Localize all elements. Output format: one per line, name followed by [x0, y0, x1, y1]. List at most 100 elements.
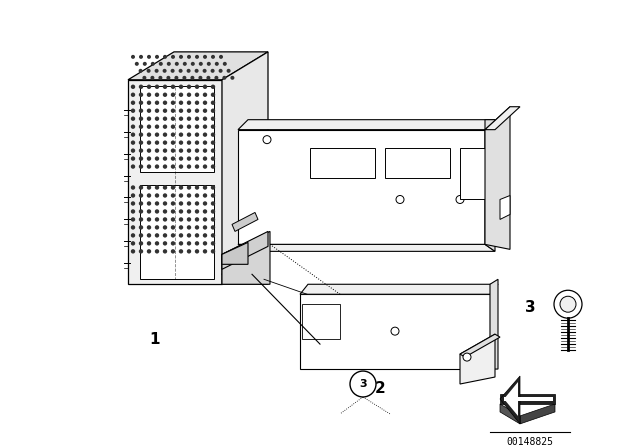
Circle shape — [131, 116, 135, 121]
Circle shape — [211, 201, 215, 206]
Circle shape — [171, 93, 175, 97]
Circle shape — [391, 327, 399, 335]
Circle shape — [131, 209, 135, 214]
Circle shape — [171, 185, 175, 190]
Circle shape — [147, 225, 151, 230]
Circle shape — [131, 193, 135, 198]
Polygon shape — [222, 232, 268, 269]
Circle shape — [179, 217, 183, 222]
Circle shape — [131, 55, 135, 59]
Circle shape — [187, 156, 191, 161]
Circle shape — [147, 69, 150, 73]
Circle shape — [195, 185, 199, 190]
Circle shape — [179, 193, 183, 198]
Circle shape — [174, 76, 179, 80]
Circle shape — [191, 76, 195, 80]
Circle shape — [211, 193, 215, 198]
Circle shape — [163, 201, 167, 206]
Polygon shape — [128, 52, 268, 80]
Circle shape — [155, 55, 159, 59]
Circle shape — [203, 233, 207, 237]
Circle shape — [463, 353, 471, 361]
Circle shape — [147, 133, 151, 137]
Circle shape — [131, 93, 135, 97]
Circle shape — [195, 55, 199, 59]
Circle shape — [396, 195, 404, 203]
Circle shape — [187, 55, 191, 59]
Polygon shape — [310, 148, 375, 177]
Circle shape — [203, 69, 207, 73]
Circle shape — [155, 209, 159, 214]
Circle shape — [211, 100, 215, 105]
Circle shape — [139, 85, 143, 89]
Circle shape — [147, 108, 151, 113]
Circle shape — [131, 140, 135, 145]
Circle shape — [139, 55, 143, 59]
Circle shape — [203, 55, 207, 59]
Polygon shape — [520, 404, 555, 424]
Polygon shape — [128, 80, 222, 284]
Circle shape — [219, 55, 223, 59]
Circle shape — [155, 85, 159, 89]
Circle shape — [187, 108, 191, 113]
Circle shape — [147, 209, 151, 214]
Circle shape — [171, 100, 175, 105]
Circle shape — [131, 233, 135, 237]
Circle shape — [159, 76, 163, 80]
Circle shape — [187, 241, 191, 246]
Circle shape — [211, 108, 215, 113]
Circle shape — [203, 249, 207, 254]
Circle shape — [187, 148, 191, 153]
Circle shape — [147, 217, 151, 222]
Text: 3: 3 — [525, 300, 535, 314]
Circle shape — [203, 201, 207, 206]
Polygon shape — [485, 107, 520, 129]
Circle shape — [163, 55, 167, 59]
Circle shape — [139, 241, 143, 246]
Circle shape — [263, 136, 271, 144]
Circle shape — [179, 116, 183, 121]
Circle shape — [179, 108, 183, 113]
Circle shape — [219, 69, 223, 73]
Circle shape — [203, 116, 207, 121]
Circle shape — [195, 93, 199, 97]
Polygon shape — [490, 279, 498, 369]
Circle shape — [139, 148, 143, 153]
Circle shape — [211, 116, 215, 121]
Circle shape — [139, 116, 143, 121]
Circle shape — [139, 201, 143, 206]
Circle shape — [131, 156, 135, 161]
Circle shape — [155, 116, 159, 121]
Circle shape — [195, 201, 199, 206]
Circle shape — [195, 156, 199, 161]
Circle shape — [171, 217, 175, 222]
Circle shape — [560, 296, 576, 312]
Circle shape — [203, 164, 207, 169]
Circle shape — [179, 148, 183, 153]
Circle shape — [163, 241, 167, 246]
Polygon shape — [460, 334, 500, 357]
Polygon shape — [238, 244, 495, 251]
Circle shape — [211, 93, 215, 97]
Circle shape — [139, 164, 143, 169]
Circle shape — [163, 69, 166, 73]
Circle shape — [155, 193, 159, 198]
Circle shape — [183, 62, 187, 66]
Circle shape — [167, 62, 171, 66]
Circle shape — [131, 125, 135, 129]
Circle shape — [171, 125, 175, 129]
Circle shape — [131, 100, 135, 105]
Circle shape — [179, 140, 183, 145]
Circle shape — [171, 55, 175, 59]
Circle shape — [187, 225, 191, 230]
Circle shape — [139, 225, 143, 230]
Circle shape — [131, 133, 135, 137]
Circle shape — [211, 249, 215, 254]
Circle shape — [163, 85, 167, 89]
Circle shape — [155, 249, 159, 254]
Circle shape — [195, 108, 199, 113]
Circle shape — [171, 116, 175, 121]
Circle shape — [211, 241, 215, 246]
Circle shape — [211, 55, 215, 59]
Circle shape — [179, 133, 183, 137]
